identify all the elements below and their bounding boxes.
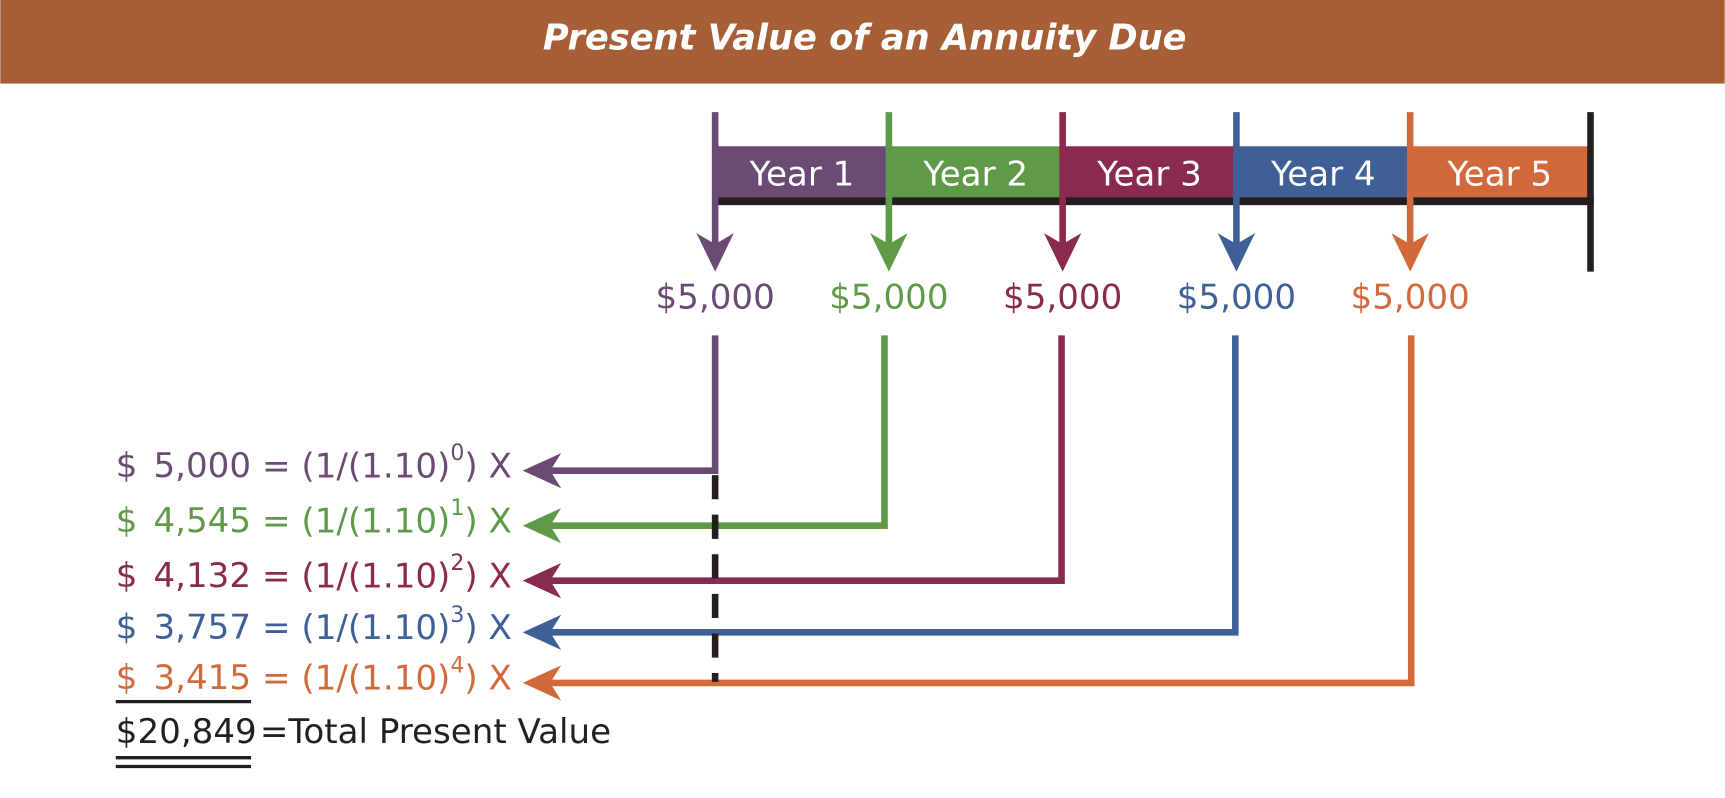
- discount-line: [544, 335, 1065, 584]
- row-symbol: $: [116, 658, 138, 698]
- row-formula: = (1/(1.10)4) X: [262, 653, 512, 698]
- formula-base: = (1/(1.10): [262, 658, 450, 698]
- year-segment: [1236, 146, 1411, 202]
- formula-tail: ) X: [464, 446, 511, 486]
- row-formula: = (1/(1.10)0) X: [262, 441, 512, 486]
- discount-line: [544, 335, 719, 474]
- payment-label: $5,000: [1177, 278, 1296, 318]
- arrowhead: [1043, 233, 1082, 272]
- year-segment: [715, 146, 889, 202]
- total-amount: $20,849: [116, 712, 257, 752]
- arrowhead: [522, 563, 562, 599]
- arrowhead: [522, 453, 562, 489]
- header-bar: [0, 0, 1725, 84]
- formula-base: = (1/(1.10): [262, 446, 450, 486]
- row-symbol: $: [116, 556, 138, 596]
- formula-tail: ) X: [464, 658, 511, 698]
- row-formula: = (1/(1.10)2) X: [262, 551, 512, 596]
- payment-label: $5,000: [1351, 278, 1470, 318]
- arrowhead: [1217, 233, 1256, 272]
- formula-exponent: 4: [450, 653, 464, 678]
- year-segment: [888, 146, 1063, 202]
- year-segment: [1410, 146, 1590, 202]
- year-label: Year 1: [749, 154, 855, 194]
- formula-exponent: 0: [450, 441, 464, 466]
- year-label: Year 3: [1096, 154, 1202, 194]
- title: Present Value of an Annuity Due: [543, 18, 1187, 59]
- row-amount: 4,545: [153, 501, 251, 541]
- payment-label: $5,000: [656, 278, 775, 318]
- payment-label: $5,000: [1003, 278, 1122, 318]
- payment-label: $5,000: [829, 278, 948, 318]
- year-segment: [1062, 146, 1237, 202]
- discount-line: [544, 335, 1239, 636]
- formula-tail: ) X: [464, 608, 511, 648]
- year-label: Year 4: [1270, 154, 1376, 194]
- year-label: Year 2: [922, 154, 1028, 194]
- row-formula: = (1/(1.10)1) X: [262, 496, 512, 541]
- formula-base: = (1/(1.10): [262, 608, 450, 648]
- row-amount: 3,415: [153, 658, 251, 698]
- arrowhead: [870, 233, 908, 272]
- discount-line: [544, 335, 1415, 687]
- row-symbol: $: [116, 501, 138, 541]
- row-symbol: $: [116, 446, 138, 486]
- formula-base: = (1/(1.10): [262, 501, 450, 541]
- year-label: Year 5: [1446, 154, 1552, 194]
- formula-base: = (1/(1.10): [262, 556, 450, 596]
- content: Year 1 Year 2 Year 3 Year 4 Year 5 $5,000 $ 5,0…: [115, 112, 1594, 769]
- row-amount: 4,132: [153, 556, 251, 596]
- total-label: =Total Present Value: [260, 712, 611, 752]
- arrowhead: [522, 665, 562, 701]
- formula-exponent: 1: [450, 496, 464, 521]
- arrowhead: [522, 508, 562, 544]
- arrowhead: [1391, 233, 1429, 272]
- formula-tail: ) X: [464, 556, 511, 596]
- arrowhead: [522, 614, 562, 650]
- formula-exponent: 2: [450, 551, 464, 576]
- row-amount: 5,000: [153, 446, 251, 486]
- row-amount: 3,757: [153, 608, 251, 648]
- formula-exponent: 3: [450, 603, 464, 628]
- discount-line: [544, 335, 888, 529]
- row-symbol: $: [116, 608, 138, 648]
- arrowhead: [696, 233, 734, 272]
- formula-tail: ) X: [464, 501, 511, 541]
- row-formula: = (1/(1.10)3) X: [262, 603, 512, 648]
